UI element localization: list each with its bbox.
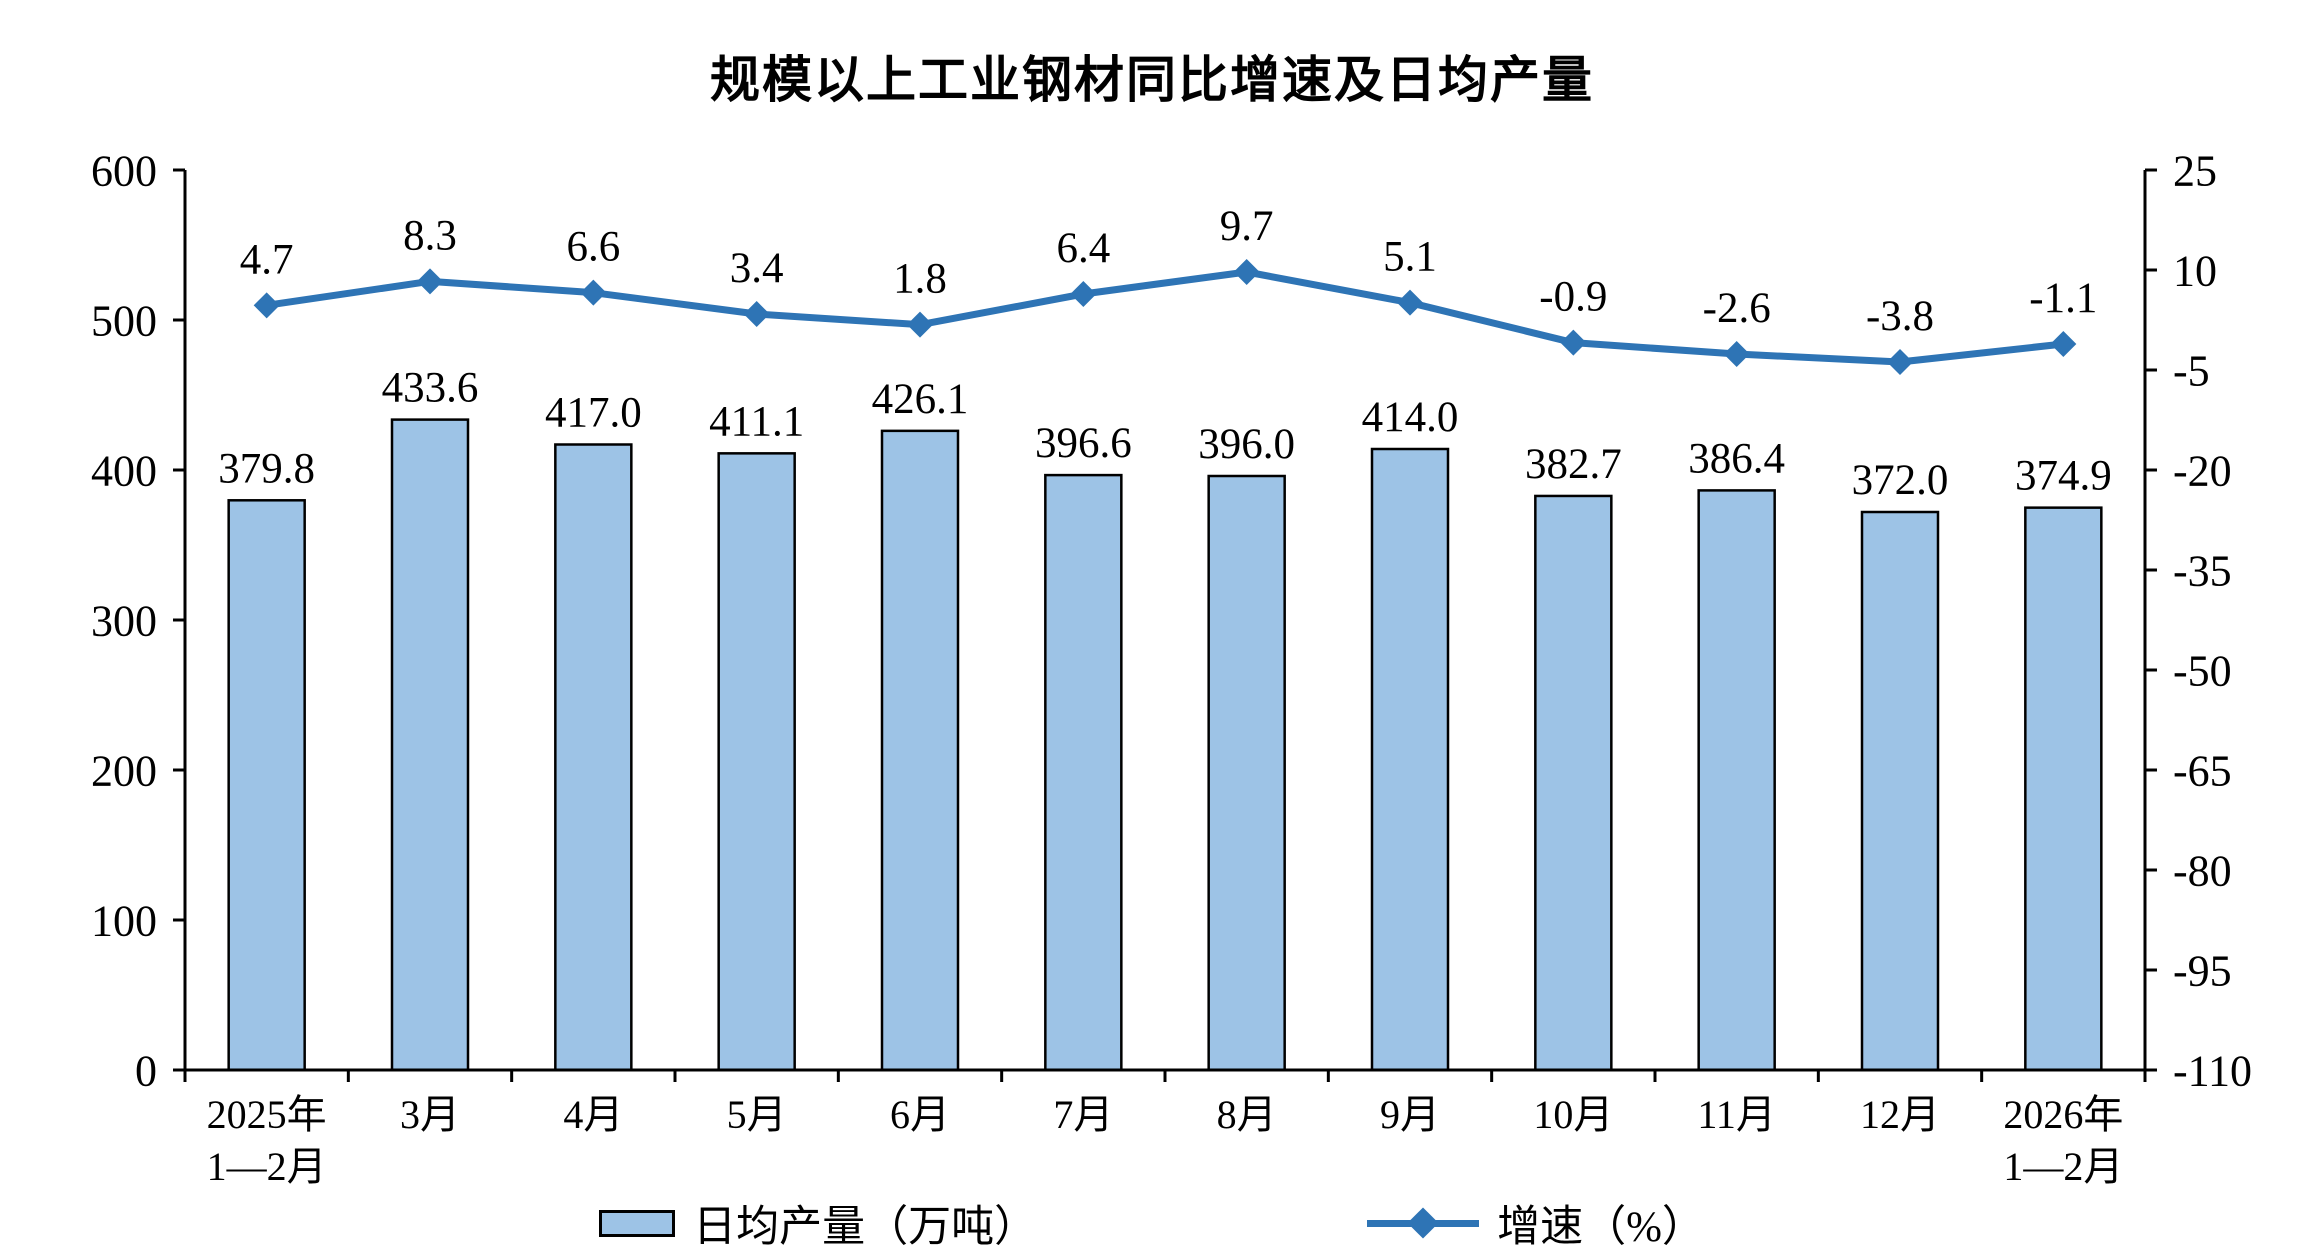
line-swatch-icon [1367, 1206, 1480, 1239]
bar [1370, 447, 1450, 1072]
diamond-marker-icon [580, 279, 607, 306]
right-axis-tick-label: -110 [2173, 1046, 2252, 1095]
category-label: 9月 [1380, 1092, 1440, 1137]
legend: 日均产量（万吨） 增速（%） [0, 1192, 2304, 1248]
diamond-marker-icon [253, 292, 280, 319]
bar [390, 418, 470, 1072]
category-label: 2026年 1—2月 [2003, 1092, 2123, 1189]
right-axis-tick-label: -95 [2173, 946, 2232, 995]
line-value-label: -3.8 [1866, 293, 1934, 340]
line-value-label: 5.1 [1383, 234, 1437, 281]
bar-value-label: 379.8 [218, 445, 315, 492]
right-axis-tick-label: -50 [2173, 646, 2232, 695]
category-label: 8月 [1217, 1092, 1277, 1137]
bar-value-label: 414.0 [1362, 394, 1459, 441]
legend-bar-label: 日均产量（万吨） [693, 1204, 1038, 1248]
line-value-label: -1.1 [2029, 275, 2097, 322]
right-axis-tick-label: 25 [2173, 146, 2217, 195]
bar-value-label: 426.1 [872, 376, 969, 423]
left-axis-tick-label: 0 [135, 1046, 157, 1095]
right-axis-tick-label: -20 [2173, 446, 2232, 495]
bar [554, 443, 633, 1072]
line-value-label: 1.8 [893, 256, 947, 303]
bar [2024, 506, 2103, 1072]
right-axis-tick-label: 10 [2173, 246, 2217, 295]
left-axis-tick-label: 100 [91, 896, 157, 945]
category-label: 5月 [727, 1092, 787, 1137]
bar-value-label: 386.4 [1688, 435, 1785, 482]
category-label: 7月 [1053, 1092, 1113, 1137]
bar [1697, 489, 1776, 1072]
category-label: 12月 [1860, 1092, 1940, 1137]
growth-rate-line [263, 268, 2067, 366]
legend-item-daily-output: 日均产量（万吨） [599, 1192, 1037, 1248]
bar [880, 429, 960, 1072]
bar [1860, 510, 1940, 1072]
category-label: 2025年 1—2月 [207, 1092, 327, 1189]
right-axis-tick-label: -35 [2173, 546, 2232, 595]
left-axis-tick-label: 200 [91, 746, 157, 795]
bar-value-label: 433.6 [382, 365, 479, 412]
diamond-marker-icon [1887, 349, 1913, 375]
bar [1207, 474, 1286, 1072]
diamond-marker-icon [1407, 1206, 1439, 1239]
right-axis-tick-label: -65 [2173, 746, 2232, 795]
left-axis-tick-label: 600 [91, 146, 157, 195]
line-value-label: 6.4 [1056, 225, 1110, 272]
line-value-label: 9.7 [1220, 203, 1274, 250]
line-value-label: 4.7 [240, 236, 294, 283]
category-label: 4月 [563, 1092, 623, 1137]
bar-value-label: 374.9 [2015, 453, 2112, 500]
bar [227, 499, 306, 1072]
left-axis-tick-label: 500 [91, 296, 157, 345]
line-value-label: 6.6 [566, 224, 620, 271]
line-value-label: 3.4 [730, 245, 784, 292]
category-label: 6月 [890, 1092, 950, 1137]
left-axis-tick-label: 300 [91, 596, 157, 645]
diamond-marker-icon [907, 311, 933, 338]
diamond-marker-icon [1070, 281, 1097, 307]
bar-value-label: 417.0 [545, 390, 642, 437]
legend-line-label: 增速（%） [1497, 1204, 1705, 1248]
diamond-marker-icon [2050, 331, 2077, 357]
bar-value-label: 372.0 [1852, 457, 1949, 504]
chart-title: 规模以上工业钢材同比增速及日均产量 [710, 52, 1594, 108]
line-value-label: -2.6 [1703, 285, 1771, 332]
category-label: 10月 [1533, 1092, 1613, 1137]
line-value-label: -0.9 [1539, 274, 1607, 321]
diamond-marker-icon [1723, 341, 1750, 367]
diamond-marker-icon [1233, 259, 1260, 285]
right-axis-tick-label: -80 [2173, 846, 2232, 895]
bar-value-label: 382.7 [1525, 441, 1622, 488]
diamond-marker-icon [1560, 329, 1587, 356]
legend-item-growth-rate: 增速（%） [1367, 1192, 1705, 1248]
category-label: 11月 [1697, 1092, 1776, 1137]
line-value-label: 8.3 [403, 212, 457, 259]
bar-value-label: 396.0 [1198, 421, 1295, 468]
bar [717, 452, 796, 1072]
bar-swatch-icon [599, 1209, 676, 1237]
diamond-marker-icon [743, 301, 770, 327]
diamond-marker-icon [417, 268, 443, 295]
bar [1534, 494, 1613, 1072]
bar-value-label: 411.1 [709, 398, 804, 445]
bar [1044, 473, 1123, 1072]
diamond-marker-icon [1397, 289, 1423, 316]
category-label: 3月 [400, 1092, 460, 1137]
bar-value-label: 396.6 [1035, 420, 1132, 467]
left-axis-tick-label: 400 [91, 446, 157, 495]
right-axis-tick-label: -5 [2173, 346, 2210, 395]
